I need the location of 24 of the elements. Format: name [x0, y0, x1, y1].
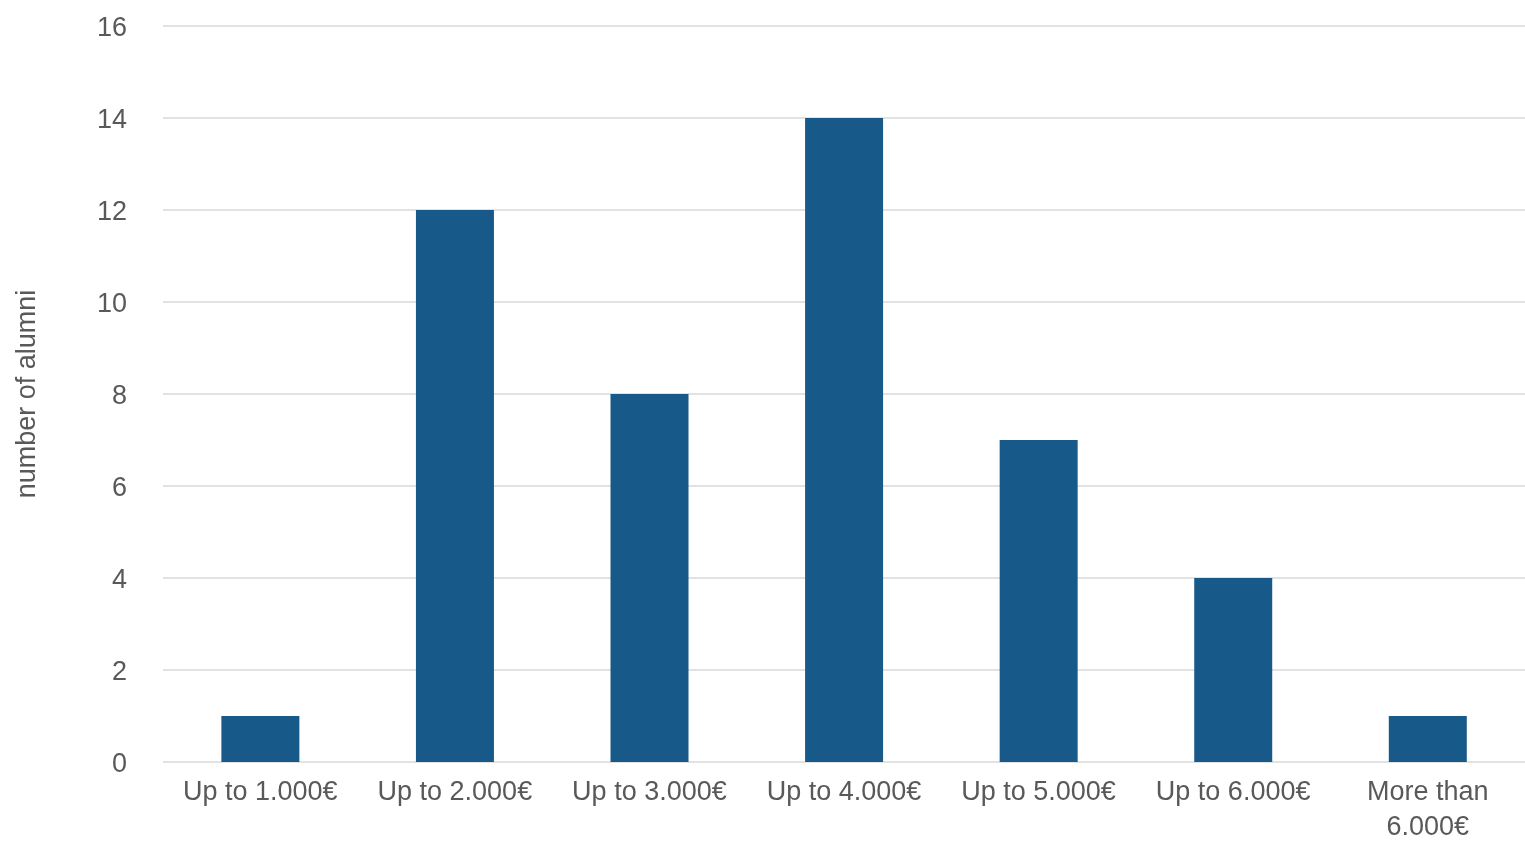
- x-tick-label: Up to 4.000€: [766, 775, 922, 806]
- bar: [221, 716, 300, 762]
- bar: [805, 118, 884, 762]
- y-tick-label: 0: [111, 747, 127, 778]
- bar: [1388, 716, 1467, 762]
- x-tick-label: Up to 6.000€: [1155, 775, 1311, 806]
- x-tick-label: Up to 2.000€: [377, 775, 533, 806]
- x-tick-label: Up to 3.000€: [572, 775, 727, 806]
- y-tick-label: 16: [96, 11, 127, 42]
- bar: [610, 394, 689, 762]
- y-tick-label: 10: [96, 287, 127, 318]
- y-tick-label: 8: [111, 379, 127, 410]
- bar: [1194, 578, 1273, 762]
- x-tick-label: More than 6.000€: [1366, 775, 1489, 841]
- y-tick-label: 6: [111, 471, 127, 502]
- y-tick-label: 14: [96, 103, 127, 134]
- y-tick-label: 12: [96, 195, 127, 226]
- y-tick-label: 4: [111, 563, 127, 594]
- x-tick-label: Up to 5.000€: [961, 775, 1116, 806]
- bar: [999, 440, 1078, 762]
- y-axis-title: number of alumni: [10, 289, 41, 499]
- x-tick-label: Up to 1.000€: [182, 775, 338, 806]
- bar: [415, 210, 494, 762]
- y-tick-label: 2: [111, 655, 127, 686]
